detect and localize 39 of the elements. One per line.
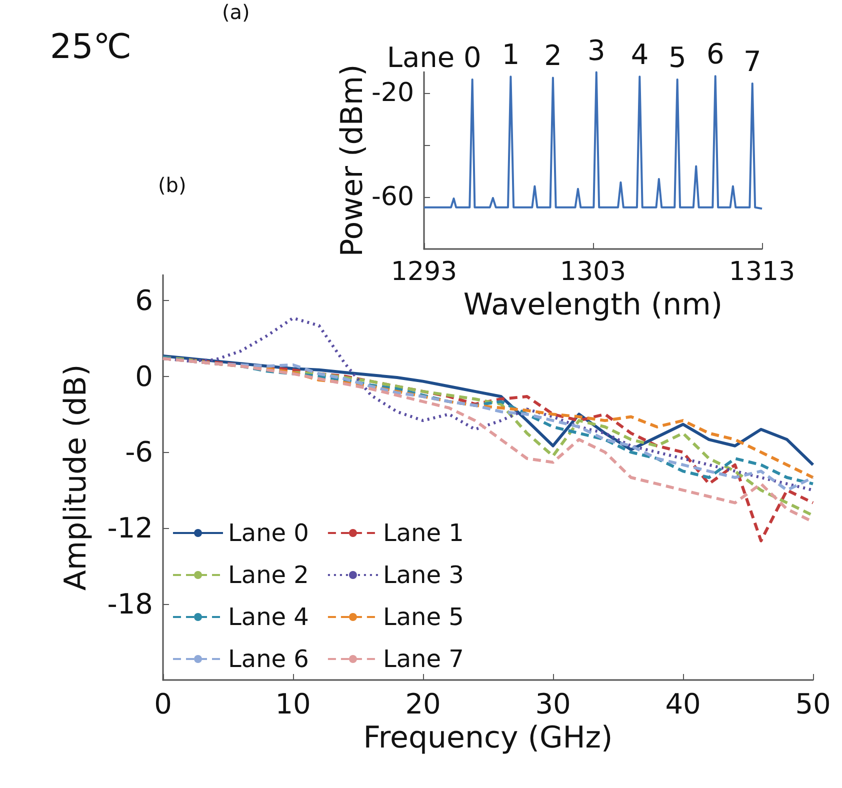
text: (a) [222, 0, 250, 24]
legend-label: Lane 1 [382, 519, 464, 547]
x-tick-label: 10 [275, 688, 311, 720]
legend-label: Lane 2 [228, 561, 309, 589]
text: 25℃ [50, 27, 132, 67]
annotation: 6 [706, 38, 724, 71]
legend-label: Lane 6 [228, 645, 309, 673]
annotation: 2 [544, 39, 562, 72]
annotation: 1 [502, 38, 520, 72]
x-axis-title: Wavelength (nm) [463, 287, 723, 322]
x-tick-label: 1313 [728, 257, 796, 287]
y-tick-label: 0 [135, 360, 153, 393]
y-tick-label: -6 [125, 436, 153, 469]
annotation: 7 [744, 44, 762, 78]
legend-label: Lane 7 [382, 645, 464, 673]
x-tick-label: 20 [405, 688, 441, 720]
y-tick-label: -20 [372, 78, 414, 108]
x-tick-label: 40 [665, 688, 701, 720]
y-axis-title: Amplitude (dB) [58, 364, 94, 591]
y-tick-label: -60 [372, 182, 414, 212]
x-tick-label: 30 [535, 688, 571, 720]
legend-label: Lane 0 [228, 519, 309, 547]
y-axis-title: Power (dBm) [335, 64, 370, 257]
y-tick-label: -18 [107, 588, 153, 621]
x-tick-label: 1293 [390, 257, 458, 287]
annotation: 4 [630, 38, 649, 72]
x-axis-title: Frequency (GHz) [363, 720, 613, 756]
line-series [423, 71, 763, 210]
legend-label: Lane 5 [382, 603, 464, 631]
legend-label: Lane 4 [228, 603, 309, 631]
x-tick-label: 1303 [560, 257, 626, 287]
annotation: Lane 0 [386, 41, 482, 74]
annotation: 5 [668, 41, 686, 74]
legend-label: Lane 3 [382, 561, 464, 589]
annotation: 3 [588, 34, 606, 67]
x-tick-label: 50 [795, 688, 831, 720]
y-tick-label: 6 [135, 284, 153, 317]
y-tick-label: -12 [107, 512, 153, 545]
text: (b) [158, 173, 186, 197]
